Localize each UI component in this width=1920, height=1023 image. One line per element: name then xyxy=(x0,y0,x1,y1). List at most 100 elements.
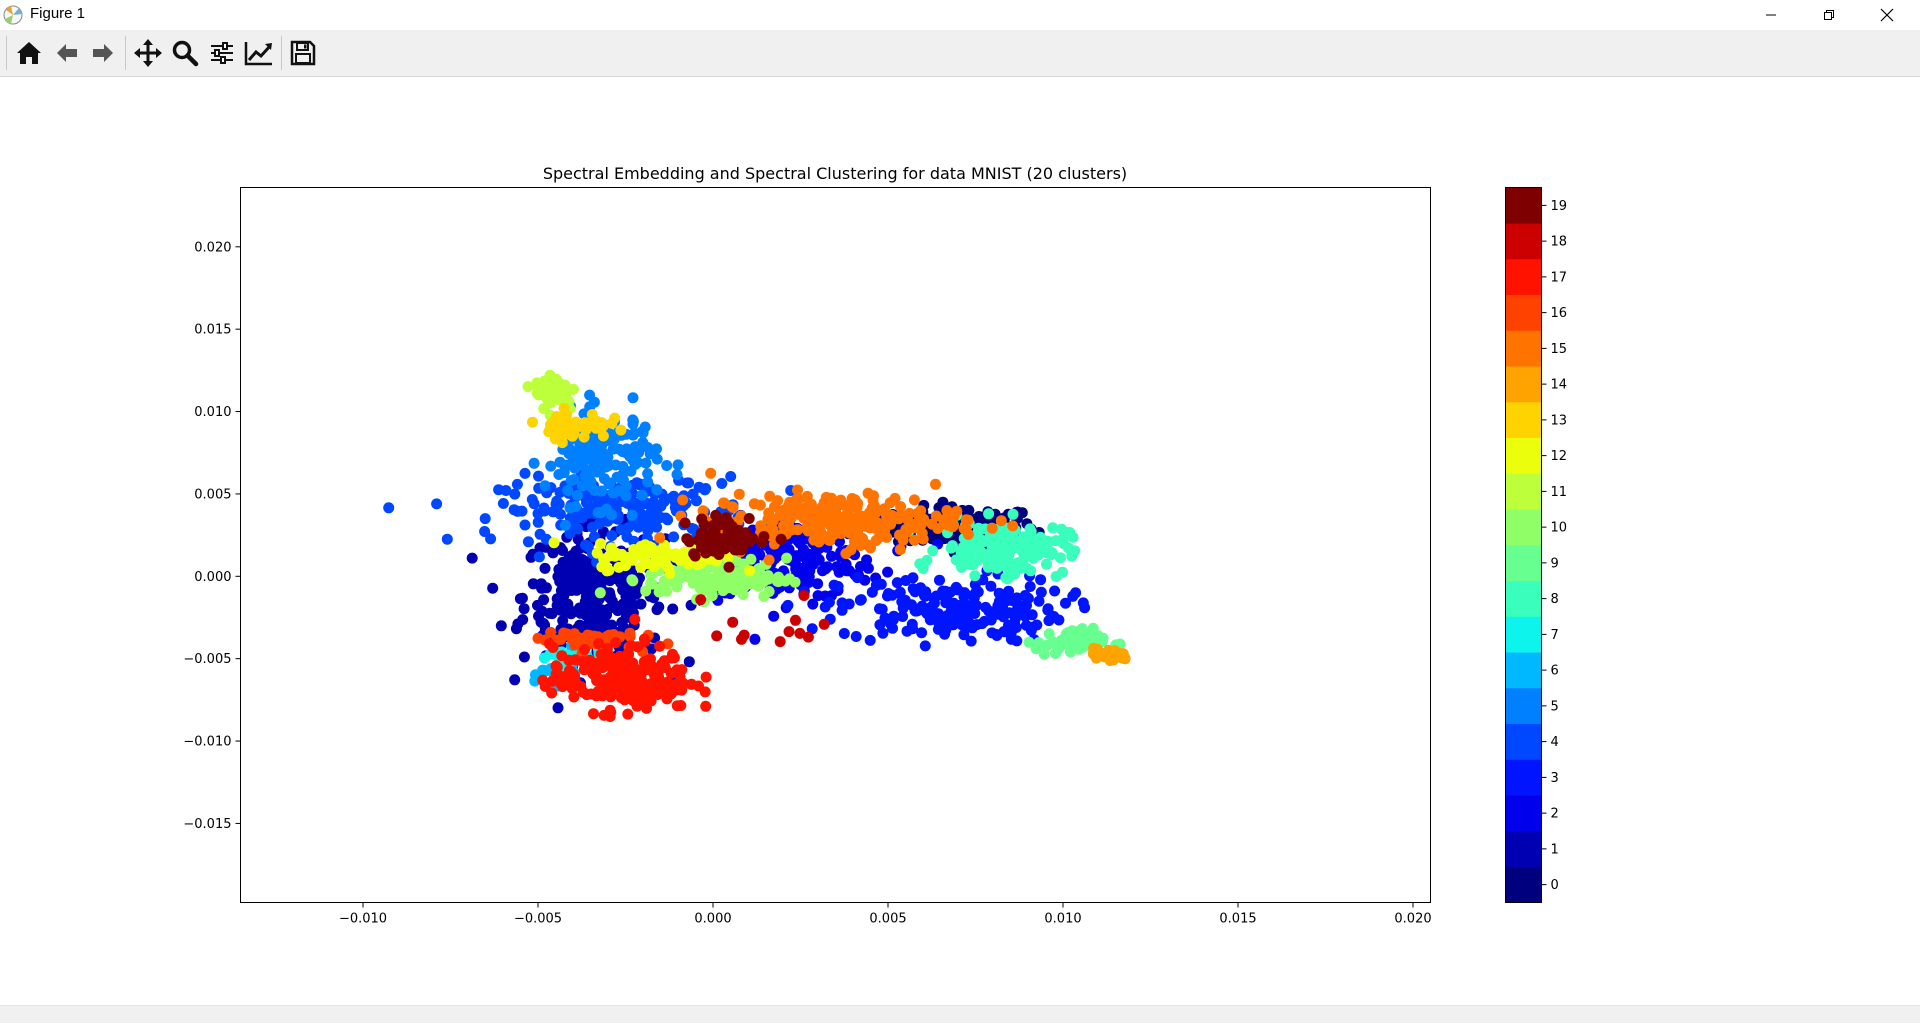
home-icon xyxy=(17,42,41,64)
window-titlebar: Figure 1 xyxy=(0,0,1920,30)
scatter-point xyxy=(836,597,848,609)
scatter-point xyxy=(783,626,795,638)
back-arrow-icon xyxy=(57,44,77,62)
scatter-point xyxy=(768,610,780,622)
scatter-point xyxy=(628,599,640,611)
scatter-point xyxy=(855,561,866,572)
scatter-point xyxy=(932,616,944,628)
scatter-point xyxy=(594,587,606,599)
scatter-point xyxy=(658,575,670,587)
scatter-point xyxy=(509,488,521,500)
save-button[interactable] xyxy=(286,36,320,70)
pan-button[interactable] xyxy=(131,36,165,70)
scatter-point xyxy=(568,474,580,485)
scatter-point xyxy=(727,616,739,628)
scatter-point xyxy=(799,570,810,582)
scatter-point xyxy=(622,651,634,663)
scatter-point xyxy=(683,477,695,489)
scatter-point xyxy=(927,545,939,557)
scatter-point xyxy=(578,664,590,676)
home-button[interactable] xyxy=(12,36,46,70)
scatter-point xyxy=(615,524,627,536)
minimize-button[interactable] xyxy=(1742,0,1800,30)
scatter-point xyxy=(897,611,909,622)
scatter-point xyxy=(606,681,618,693)
scatter-point xyxy=(581,689,593,701)
colorbar-tick-label: 10 xyxy=(1551,521,1568,536)
status-bar xyxy=(0,1005,1920,1023)
scatter-point xyxy=(642,476,654,488)
scatter-point xyxy=(509,674,521,686)
scatter-chart[interactable]: Spectral Embedding and Spectral Clusteri… xyxy=(0,77,1920,1005)
scatter-point xyxy=(583,507,595,519)
scatter-point xyxy=(570,420,582,432)
scatter-point xyxy=(608,433,620,445)
scatter-point xyxy=(538,403,550,415)
scatter-point xyxy=(620,480,632,492)
scatter-point xyxy=(711,630,723,642)
colorbar-segment xyxy=(1505,366,1542,403)
scatter-point xyxy=(819,601,831,613)
forward-button[interactable] xyxy=(86,36,120,70)
scatter-point xyxy=(937,585,949,597)
scatter-point xyxy=(604,575,616,587)
close-button[interactable] xyxy=(1858,0,1916,30)
scatter-point xyxy=(877,627,889,639)
scatter-point xyxy=(831,561,843,573)
scatter-point xyxy=(618,580,630,592)
scatter-point xyxy=(431,498,443,510)
scatter-point xyxy=(1047,522,1059,534)
scatter-point xyxy=(850,631,862,642)
scatter-point xyxy=(874,603,885,615)
scatter-point xyxy=(580,539,592,551)
scatter-point xyxy=(526,494,538,505)
scatter-point xyxy=(579,609,591,621)
scatter-point xyxy=(1060,526,1072,538)
scatter-point xyxy=(629,613,641,625)
scatter-point xyxy=(1077,597,1089,609)
scatter-point xyxy=(653,601,665,613)
y-tick-label: −0.010 xyxy=(183,735,231,750)
configure-subplots-button[interactable] xyxy=(205,36,239,70)
scatter-point xyxy=(517,614,529,626)
scatter-point xyxy=(587,521,598,533)
back-button[interactable] xyxy=(50,36,84,70)
scatter-point xyxy=(965,635,977,647)
scatter-point xyxy=(589,484,601,496)
scatter-point xyxy=(1022,549,1034,561)
scatter-point xyxy=(763,507,775,519)
y-tick-label: −0.005 xyxy=(183,652,231,667)
scatter-point xyxy=(969,570,981,582)
scatter-point xyxy=(781,552,793,564)
scatter-point xyxy=(916,627,928,639)
scatter-point xyxy=(744,565,756,577)
scatter-point xyxy=(669,551,681,563)
edit-axis-button[interactable] xyxy=(242,36,276,70)
scatter-point xyxy=(1097,632,1109,644)
scatter-point xyxy=(1050,571,1062,582)
zoom-button[interactable] xyxy=(168,36,202,70)
restore-button[interactable] xyxy=(1800,0,1858,30)
scatter-point xyxy=(626,574,638,586)
scatter-point xyxy=(817,565,828,577)
scatter-point xyxy=(563,448,575,460)
scatter-point xyxy=(1023,636,1035,648)
scatter-point xyxy=(801,492,813,504)
scatter-point xyxy=(626,501,638,513)
scatter-point xyxy=(662,561,674,573)
scatter-point xyxy=(1008,595,1020,607)
scatter-point xyxy=(758,531,770,542)
scatter-point xyxy=(569,455,581,467)
figure-canvas[interactable]: Spectral Embedding and Spectral Clusteri… xyxy=(0,77,1920,1005)
scatter-point xyxy=(731,529,743,541)
scatter-point xyxy=(775,533,787,545)
scatter-point xyxy=(535,578,547,590)
scatter-point xyxy=(814,527,826,539)
scatter-point xyxy=(587,666,599,678)
scatter-point xyxy=(995,515,1007,527)
scatter-point xyxy=(518,651,530,663)
scatter-point xyxy=(649,679,661,691)
scatter-point xyxy=(855,594,867,606)
scatter-point xyxy=(959,587,970,599)
scatter-point xyxy=(971,600,982,611)
